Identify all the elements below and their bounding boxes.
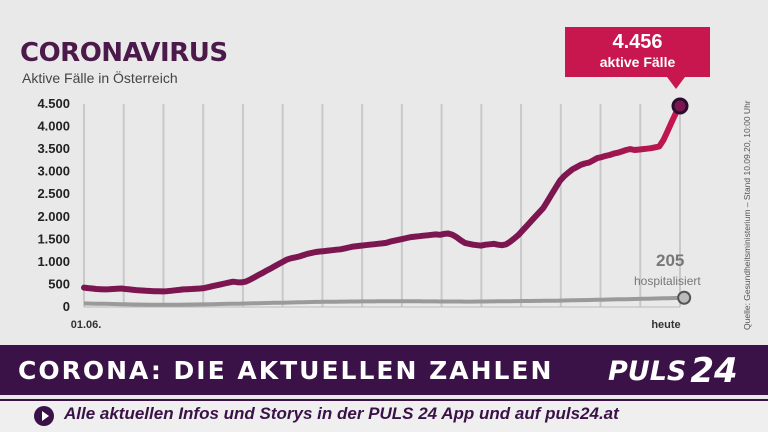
play-icon[interactable] — [34, 406, 54, 426]
hospitalized-label: hospitalisiert — [634, 274, 701, 288]
y-tick-label: 3.500 — [37, 141, 70, 156]
ticker-text: Alle aktuellen Infos und Storys in der P… — [64, 404, 619, 423]
active-cases-label: aktive Fälle — [599, 54, 676, 70]
headline-band — [0, 345, 768, 395]
y-axis: 0 500 1.000 1.500 2.000 2.500 3.000 3.500 4.000 4… — [37, 96, 70, 314]
series-line-active-cases — [81, 103, 683, 295]
chart-grid — [83, 104, 681, 308]
y-tick-label: 500 — [48, 276, 70, 291]
y-tick-label: 2.500 — [37, 186, 70, 201]
source-note: Quelle: Gesundheitsministerium – Stand 1… — [742, 100, 752, 330]
x-axis: 01.06. heute — [71, 319, 681, 331]
news-ticker — [0, 399, 768, 432]
y-tick-label: 0 — [63, 299, 70, 314]
logo-digits: 24 — [690, 351, 738, 391]
headline-text: CORONA: DIE AKTUELLEN ZAHLEN — [18, 356, 554, 385]
x-tick-label: heute — [651, 319, 680, 331]
logo-text: PULS — [608, 355, 687, 387]
y-tick-label: 4.500 — [37, 96, 70, 111]
series-line-hospitalized — [83, 295, 685, 307]
line-chart: 0 500 1.000 1.500 2.000 2.500 3.000 3.500 4.000 4… — [37, 96, 692, 331]
y-tick-label: 1.500 — [37, 231, 70, 246]
active-cases-number: 4.456 — [612, 31, 663, 53]
y-tick-label: 4.000 — [37, 119, 70, 134]
puls24-logo: PULS 24 — [608, 350, 748, 392]
chart-subtitle: Aktive Fälle in Österreich — [22, 70, 178, 86]
hospitalized-number: 205 — [656, 251, 685, 270]
y-tick-label: 1.000 — [37, 254, 70, 269]
y-tick-label: 2.000 — [37, 209, 70, 224]
active-cases-callout: 4.456 aktive Fälle — [565, 27, 710, 89]
chart-title: CORONAVIRUS — [20, 38, 228, 68]
y-tick-label: 3.000 — [37, 164, 70, 179]
hospitalized-endpoint-marker — [677, 290, 692, 305]
x-tick-label: 01.06. — [71, 319, 102, 331]
active-cases-endpoint-marker — [671, 97, 689, 115]
